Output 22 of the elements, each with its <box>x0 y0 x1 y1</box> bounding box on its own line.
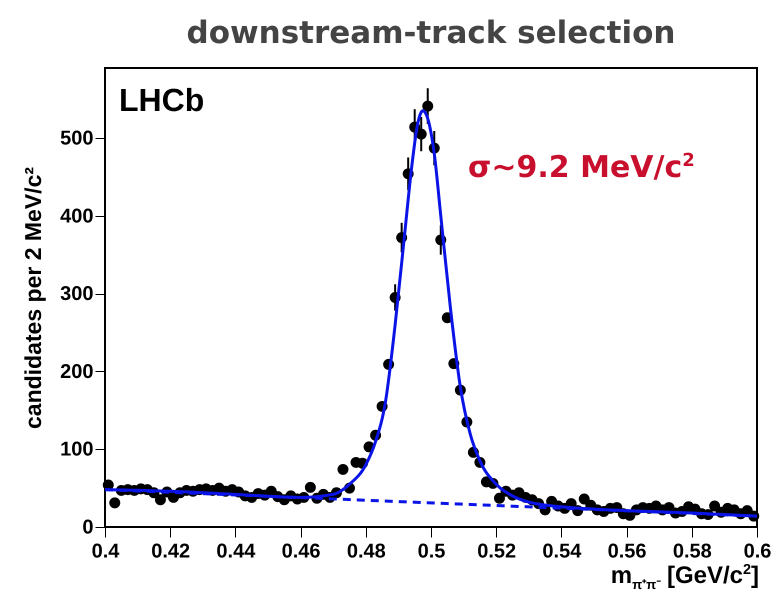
y-tick-label: 100 <box>60 438 94 461</box>
x-axis-title: m$_{π⁺π⁻}$ [GeV/c$^{2}$] <box>610 562 759 593</box>
y-tick-label: 200 <box>60 360 94 383</box>
x-tick-label: 0.56 <box>608 540 647 562</box>
x-tick-label: 0.52 <box>477 540 516 562</box>
y-tick-label: 500 <box>60 128 94 150</box>
x-tick-label: 0.46 <box>282 540 321 562</box>
y-tick-label: 300 <box>60 283 94 306</box>
x-tick-label: 0.5 <box>418 540 446 562</box>
chart-title: downstream-track selection <box>186 15 676 51</box>
annotation: LHCb <box>119 82 204 119</box>
x-tick-label: 0.58 <box>672 540 712 562</box>
y-tick-label: 0 <box>82 516 94 538</box>
x-tick-label: 0.44 <box>216 540 256 562</box>
x-tick-label: 0.42 <box>151 540 190 562</box>
x-tick-label: 0.54 <box>542 540 582 562</box>
y-axis-title: candidates per 2 MeV/c² <box>20 166 46 430</box>
x-tick-label: 0.4 <box>92 540 120 562</box>
y-tick-label: 400 <box>60 205 94 228</box>
x-tick-label: 0.6 <box>744 540 772 562</box>
annotation: σ~9.2 MeV/c$^{2}$ <box>468 150 695 185</box>
x-tick-label: 0.48 <box>346 540 386 562</box>
